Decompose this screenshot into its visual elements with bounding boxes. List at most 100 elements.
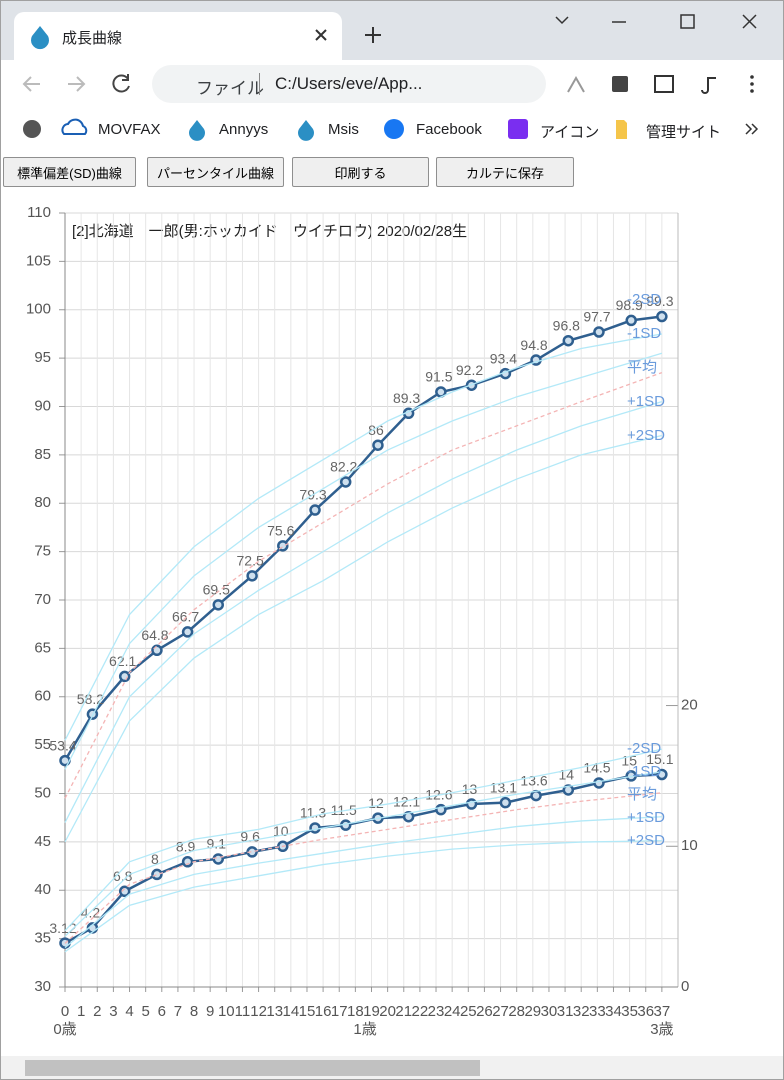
data-label: 93.4 <box>490 350 517 366</box>
x-tick-label: 29 <box>524 1003 541 1020</box>
data-label: 82.2 <box>330 459 357 475</box>
data-point <box>402 810 415 823</box>
age-label: 1歳 <box>353 1021 376 1038</box>
x-tick-label: 9 <box>206 1003 214 1020</box>
forward[interactable] <box>68 76 86 92</box>
button[interactable]: パーセンタイル曲線 <box>147 157 284 187</box>
bookmark-icon <box>23 120 41 138</box>
y-tick-label: 30 <box>34 978 51 995</box>
bookmark-icon <box>508 119 528 139</box>
y-tick-label: 95 <box>34 349 51 366</box>
bookmark-icon <box>384 119 404 139</box>
data-label: 99.3 <box>646 293 673 309</box>
curve-label: +2SD <box>627 427 665 444</box>
scroll-thumb[interactable] <box>25 1060 480 1076</box>
y-tick-label: 70 <box>34 591 51 608</box>
age-label: 0歳 <box>53 1021 76 1038</box>
button[interactable]: 標準偏差(SD)曲線 <box>3 157 136 187</box>
data-label: 89.3 <box>393 390 420 406</box>
data-point <box>212 853 224 865</box>
bookmark[interactable]: 管理サイト <box>646 124 722 141</box>
media[interactable] <box>701 77 716 94</box>
data-label: 97.7 <box>583 309 610 325</box>
tab-title: 成長曲線 <box>62 30 123 47</box>
reference-curve <box>64 816 662 949</box>
x-tick-label: 22 <box>412 1003 429 1020</box>
new-tab[interactable] <box>365 27 381 43</box>
x-tick-label: 23 <box>428 1003 445 1020</box>
data-label: 13.6 <box>520 772 547 788</box>
x-tick-label: 1 <box>77 1003 85 1020</box>
reference-curve <box>64 434 663 843</box>
data-point <box>499 796 512 809</box>
data-line <box>63 315 663 762</box>
y-tick-label: 85 <box>34 446 51 463</box>
x-tick-label: 18 <box>347 1003 364 1020</box>
bookmark[interactable]: Facebook <box>416 121 482 138</box>
x-tick-label: 37 <box>654 1003 671 1020</box>
x-tick-label: 17 <box>331 1003 348 1020</box>
y-tick-label: 80 <box>34 494 51 511</box>
bookmark[interactable]: Annyys <box>219 121 269 138</box>
data-label: 8.9 <box>176 838 196 854</box>
extensions[interactable] <box>612 76 628 92</box>
omnibox[interactable] <box>152 65 546 103</box>
extension[interactable] <box>567 75 585 93</box>
tab-close[interactable] <box>315 29 327 41</box>
x-tick-label: 27 <box>492 1003 509 1020</box>
back[interactable] <box>22 76 40 92</box>
data-point <box>181 626 194 638</box>
x-tick-label: 7 <box>174 1003 182 1020</box>
data-point <box>309 822 321 834</box>
y-tick-label: 110 <box>27 204 51 221</box>
curve-label: -2SD <box>627 740 661 757</box>
x-tick-label: 31 <box>557 1003 574 1020</box>
bookmark[interactable]: MOVFAX <box>98 121 161 138</box>
data-label: 13.1 <box>490 779 517 795</box>
address-prefix: ファイル <box>196 79 264 98</box>
separator <box>259 73 260 95</box>
data-label: 11.3 <box>300 805 326 821</box>
bookmark-icon <box>189 120 205 141</box>
tab[interactable] <box>14 12 342 60</box>
y2-tick-label: 10 <box>681 837 698 854</box>
data-point <box>562 784 575 796</box>
tab-search[interactable] <box>555 16 569 25</box>
data-label: 58.2 <box>77 691 104 707</box>
more-bookmarks[interactable] <box>745 123 759 135</box>
menu[interactable] <box>750 89 754 93</box>
bookmark[interactable]: Msis <box>328 121 359 138</box>
data-label: 12.6 <box>425 786 452 802</box>
address[interactable]: C:/Users/eve/App... <box>275 74 423 93</box>
x-tick-label: 26 <box>476 1003 493 1020</box>
bookmark-icon <box>616 120 627 139</box>
data-point <box>246 570 258 582</box>
reference-curve <box>64 771 662 937</box>
reload[interactable] <box>112 74 130 93</box>
x-tick-label: 4 <box>125 1003 133 1020</box>
curve-label: +2SD <box>627 832 665 849</box>
x-tick-label: 30 <box>541 1003 558 1020</box>
data-label: 62.1 <box>109 653 136 669</box>
bookmark[interactable]: アイコン <box>540 124 600 141</box>
x-tick-label: 28 <box>508 1003 525 1020</box>
x-tick-label: 15 <box>299 1003 316 1020</box>
maximize[interactable] <box>680 14 695 29</box>
x-tick-label: 32 <box>573 1003 590 1020</box>
data-label: 15 <box>621 753 637 769</box>
x-tick-label: 36 <box>637 1003 654 1020</box>
x-tick-label: 21 <box>395 1003 412 1020</box>
data-label: 14.5 <box>583 760 610 776</box>
x-tick-label: 13 <box>266 1003 283 1020</box>
button[interactable]: カルテに保存 <box>436 157 574 187</box>
y2-tick-label: 0 <box>681 978 689 995</box>
x-tick-label: 20 <box>379 1003 396 1020</box>
close[interactable] <box>742 14 757 29</box>
side-panel[interactable] <box>654 75 674 93</box>
data-label: 12.1 <box>393 793 420 809</box>
data-point <box>593 326 605 338</box>
data-label: 53.4 <box>49 737 76 753</box>
y-tick-label: 35 <box>34 930 51 947</box>
button[interactable]: 印刷する <box>292 157 429 187</box>
data-point <box>212 599 224 611</box>
